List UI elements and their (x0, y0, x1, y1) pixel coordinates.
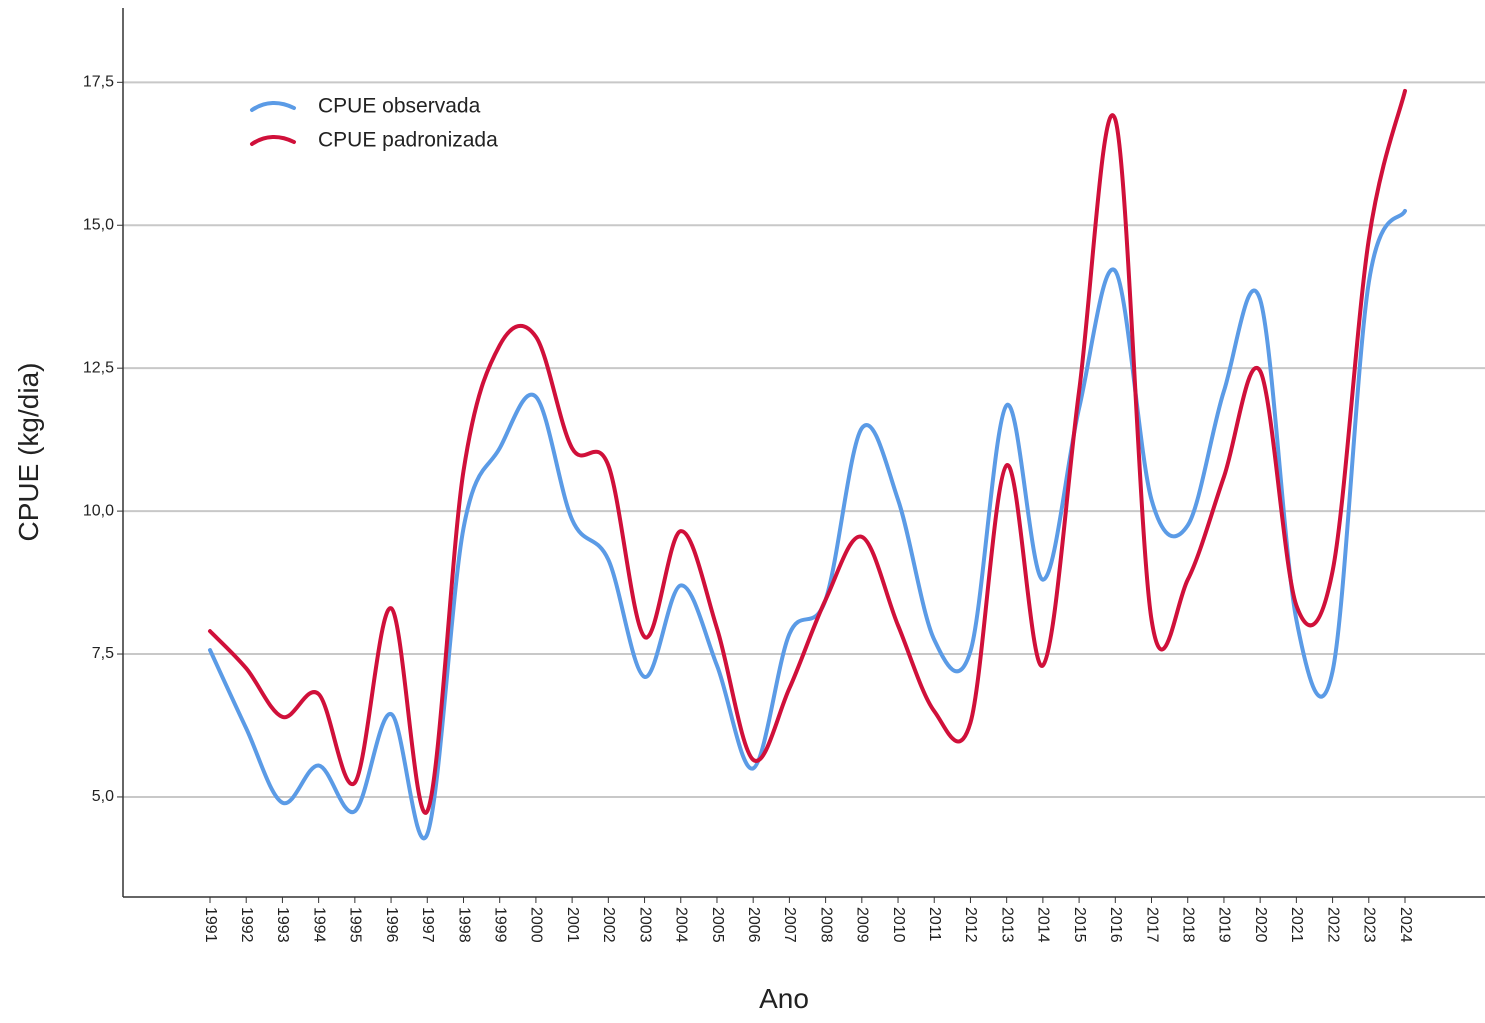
x-tick-label: 2020 (1252, 907, 1269, 943)
x-tick-label: 2001 (564, 907, 581, 943)
x-tick-label: 2014 (1035, 907, 1052, 943)
x-tick-label: 2023 (1361, 907, 1378, 943)
x-tick-label: 2019 (1216, 907, 1233, 943)
x-tick-label: 2011 (926, 907, 943, 942)
x-tick-label: 2003 (636, 907, 653, 943)
x-tick-label: 2006 (745, 907, 762, 943)
x-tick-label: 1998 (455, 907, 472, 943)
legend-label: CPUE observada (318, 95, 481, 118)
x-axis-title: Ano (759, 983, 809, 1014)
y-axis-title: CPUE (kg/dia) (13, 363, 44, 542)
x-tick-label: 2021 (1288, 907, 1305, 943)
x-tick-label: 2016 (1107, 907, 1124, 943)
y-tick-label: 17,5 (83, 74, 114, 91)
x-tick-label: 2009 (854, 907, 871, 943)
x-tick-label: 1997 (419, 907, 436, 943)
x-tick-label: 2017 (1143, 907, 1160, 943)
x-tick-label: 1995 (347, 907, 364, 943)
x-tick-label: 2015 (1071, 907, 1088, 943)
x-tick-label: 2010 (890, 907, 907, 943)
x-tick-label: 1994 (310, 907, 327, 943)
y-tick-label: 10,0 (83, 502, 114, 519)
y-tick-label: 12,5 (83, 359, 114, 376)
x-tick-label: 2005 (709, 907, 726, 943)
x-tick-label: 2000 (528, 907, 545, 943)
data-line (208, 88, 1407, 815)
legend-label: CPUE padronizada (318, 129, 498, 152)
x-tick-label: 2008 (817, 907, 834, 943)
x-tick-label: 2022 (1324, 907, 1341, 943)
y-tick-label: 7,5 (92, 645, 114, 662)
x-tick-label: 1991 (202, 907, 219, 943)
x-tick-label: 2024 (1397, 907, 1414, 943)
x-tick-label: 1996 (383, 907, 400, 943)
x-tick-label: 2007 (781, 907, 798, 943)
x-tick-label: 2002 (600, 907, 617, 943)
x-tick-label: 2018 (1179, 907, 1196, 943)
legend-swatch (250, 135, 296, 146)
x-tick-label: 1999 (491, 907, 508, 943)
x-tick-label: 2013 (998, 907, 1015, 943)
x-tick-label: 2012 (962, 907, 979, 943)
y-tick-label: 5,0 (92, 788, 114, 805)
legend-swatch (250, 101, 296, 112)
x-tick-label: 2004 (673, 907, 690, 943)
y-tick-label: 15,0 (83, 216, 114, 233)
x-tick-label: 1992 (238, 907, 255, 943)
data-line (208, 208, 1407, 841)
x-tick-label: 1993 (274, 907, 291, 943)
